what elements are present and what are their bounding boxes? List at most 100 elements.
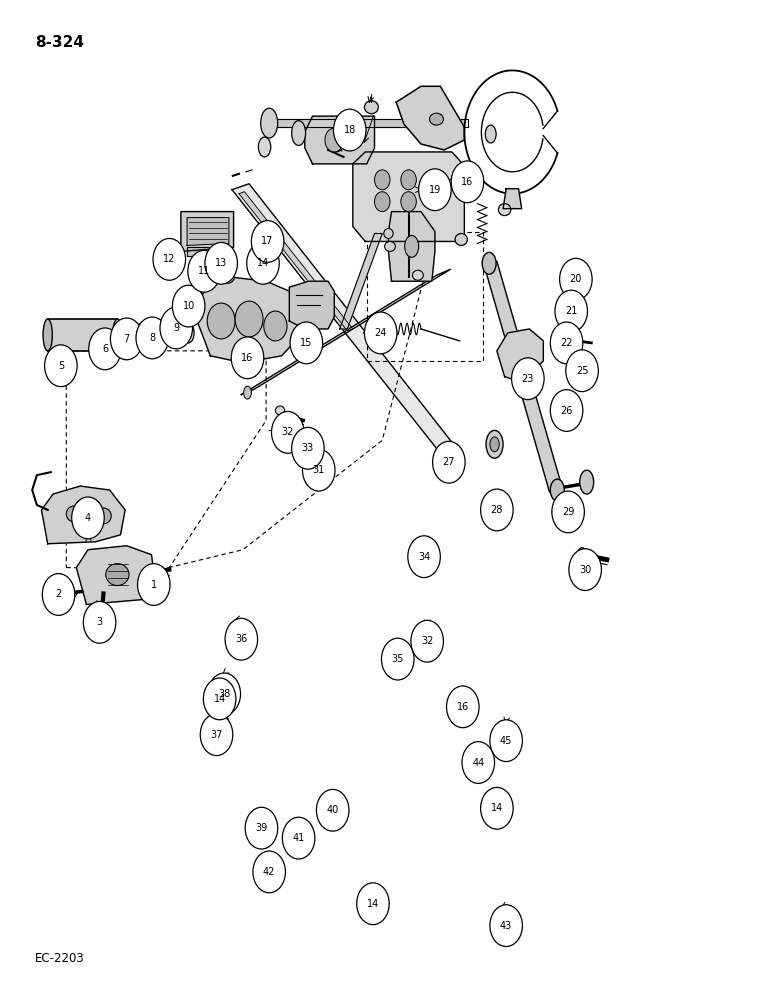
Text: 22: 22 bbox=[560, 338, 573, 348]
Circle shape bbox=[172, 285, 205, 327]
Circle shape bbox=[245, 807, 278, 849]
Text: 10: 10 bbox=[183, 301, 195, 311]
Text: 40: 40 bbox=[327, 805, 339, 815]
Circle shape bbox=[153, 238, 186, 280]
Circle shape bbox=[111, 318, 143, 360]
Bar bbox=[100, 609, 108, 617]
Circle shape bbox=[137, 564, 170, 605]
Polygon shape bbox=[41, 486, 125, 544]
Ellipse shape bbox=[261, 108, 278, 138]
Text: 33: 33 bbox=[302, 443, 314, 453]
Ellipse shape bbox=[384, 229, 393, 238]
Text: 32: 32 bbox=[282, 427, 294, 437]
Circle shape bbox=[512, 358, 544, 400]
Circle shape bbox=[290, 322, 323, 364]
Circle shape bbox=[253, 851, 285, 893]
Ellipse shape bbox=[113, 319, 122, 351]
Circle shape bbox=[188, 250, 221, 292]
Ellipse shape bbox=[551, 479, 564, 501]
Circle shape bbox=[136, 317, 168, 359]
Circle shape bbox=[235, 301, 263, 337]
Text: 26: 26 bbox=[560, 406, 573, 416]
Circle shape bbox=[251, 221, 284, 262]
Polygon shape bbox=[388, 212, 435, 281]
Circle shape bbox=[356, 883, 389, 925]
Ellipse shape bbox=[106, 564, 129, 586]
Ellipse shape bbox=[261, 271, 271, 280]
Circle shape bbox=[325, 128, 343, 152]
Polygon shape bbox=[503, 189, 522, 209]
Text: EC-2203: EC-2203 bbox=[35, 952, 85, 965]
Ellipse shape bbox=[482, 252, 496, 274]
Circle shape bbox=[264, 311, 287, 341]
Text: 17: 17 bbox=[261, 236, 274, 246]
Circle shape bbox=[480, 489, 513, 531]
Ellipse shape bbox=[364, 101, 378, 114]
Polygon shape bbox=[272, 119, 468, 127]
Ellipse shape bbox=[328, 136, 343, 152]
Ellipse shape bbox=[405, 235, 419, 257]
Ellipse shape bbox=[66, 506, 82, 522]
Ellipse shape bbox=[455, 233, 467, 245]
Circle shape bbox=[551, 322, 583, 364]
Ellipse shape bbox=[261, 237, 274, 249]
Text: 16: 16 bbox=[461, 177, 473, 187]
Ellipse shape bbox=[498, 204, 511, 216]
Circle shape bbox=[555, 290, 587, 332]
Circle shape bbox=[89, 328, 121, 370]
Text: 4: 4 bbox=[85, 513, 91, 523]
Ellipse shape bbox=[385, 241, 395, 251]
Text: 36: 36 bbox=[236, 634, 247, 644]
Polygon shape bbox=[232, 184, 453, 450]
Ellipse shape bbox=[566, 270, 583, 288]
Ellipse shape bbox=[292, 121, 306, 145]
Text: 30: 30 bbox=[579, 565, 591, 575]
Circle shape bbox=[462, 742, 495, 783]
Ellipse shape bbox=[186, 327, 191, 339]
Text: 16: 16 bbox=[241, 353, 254, 363]
Polygon shape bbox=[187, 247, 224, 256]
Ellipse shape bbox=[43, 319, 52, 351]
Circle shape bbox=[292, 427, 324, 469]
Text: 9: 9 bbox=[173, 323, 179, 333]
Circle shape bbox=[72, 497, 105, 539]
Ellipse shape bbox=[490, 437, 499, 452]
Text: 19: 19 bbox=[429, 185, 441, 195]
Circle shape bbox=[282, 817, 315, 859]
Circle shape bbox=[44, 345, 77, 387]
Text: 15: 15 bbox=[300, 338, 313, 348]
Circle shape bbox=[419, 169, 451, 211]
Ellipse shape bbox=[155, 325, 163, 341]
Text: 8-324: 8-324 bbox=[35, 35, 84, 50]
Text: 11: 11 bbox=[198, 266, 211, 276]
Circle shape bbox=[559, 258, 592, 300]
Polygon shape bbox=[353, 152, 464, 241]
Text: 38: 38 bbox=[218, 689, 230, 699]
Circle shape bbox=[480, 787, 513, 829]
Circle shape bbox=[411, 620, 444, 662]
Circle shape bbox=[205, 242, 237, 284]
Text: 7: 7 bbox=[123, 334, 129, 344]
Ellipse shape bbox=[214, 254, 226, 265]
Text: 5: 5 bbox=[58, 361, 64, 371]
Text: 24: 24 bbox=[374, 328, 387, 338]
Circle shape bbox=[317, 789, 349, 831]
Text: 14: 14 bbox=[491, 803, 503, 813]
Circle shape bbox=[200, 714, 232, 756]
Text: 29: 29 bbox=[562, 507, 574, 517]
Circle shape bbox=[204, 678, 236, 720]
Polygon shape bbox=[187, 218, 229, 245]
Ellipse shape bbox=[580, 470, 594, 494]
Circle shape bbox=[490, 905, 523, 947]
Text: 14: 14 bbox=[257, 258, 269, 268]
Circle shape bbox=[374, 192, 390, 212]
Ellipse shape bbox=[275, 406, 285, 415]
Ellipse shape bbox=[243, 351, 254, 361]
Text: 23: 23 bbox=[522, 374, 534, 384]
Text: 25: 25 bbox=[576, 366, 588, 376]
Ellipse shape bbox=[486, 430, 503, 458]
Circle shape bbox=[364, 312, 397, 354]
Text: 12: 12 bbox=[163, 254, 176, 264]
Ellipse shape bbox=[172, 326, 178, 339]
Polygon shape bbox=[289, 281, 335, 329]
